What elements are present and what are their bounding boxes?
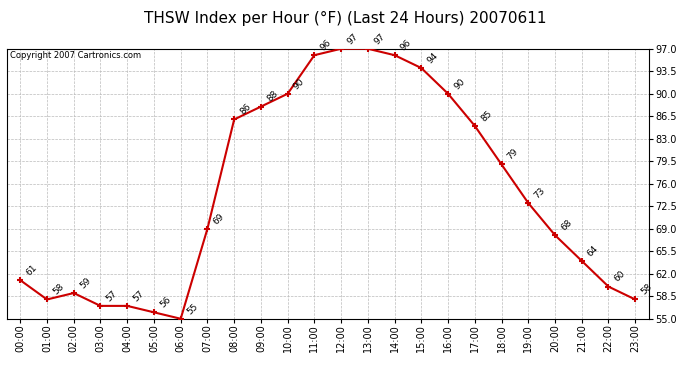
Text: 97: 97 xyxy=(345,32,359,46)
Text: 69: 69 xyxy=(212,211,226,226)
Text: 61: 61 xyxy=(24,263,39,278)
Text: 96: 96 xyxy=(399,38,413,52)
Text: 73: 73 xyxy=(533,186,547,200)
Text: 96: 96 xyxy=(319,38,333,52)
Text: 90: 90 xyxy=(292,76,306,91)
Text: 85: 85 xyxy=(479,109,493,123)
Text: 90: 90 xyxy=(452,76,466,91)
Text: 86: 86 xyxy=(238,102,253,117)
Text: 58: 58 xyxy=(51,282,66,297)
Text: 59: 59 xyxy=(78,276,92,290)
Text: 68: 68 xyxy=(559,218,573,232)
Text: 64: 64 xyxy=(586,244,600,258)
Text: 88: 88 xyxy=(265,89,279,104)
Text: 94: 94 xyxy=(426,51,440,65)
Text: 58: 58 xyxy=(640,282,654,297)
Text: THSW Index per Hour (°F) (Last 24 Hours) 20070611: THSW Index per Hour (°F) (Last 24 Hours)… xyxy=(144,11,546,26)
Text: 60: 60 xyxy=(613,269,627,284)
Text: 56: 56 xyxy=(158,295,172,309)
Text: Copyright 2007 Cartronics.com: Copyright 2007 Cartronics.com xyxy=(10,51,141,60)
Text: 57: 57 xyxy=(131,289,146,303)
Text: 55: 55 xyxy=(185,302,199,316)
Text: 79: 79 xyxy=(506,147,520,162)
Text: 57: 57 xyxy=(105,289,119,303)
Text: 97: 97 xyxy=(372,32,386,46)
